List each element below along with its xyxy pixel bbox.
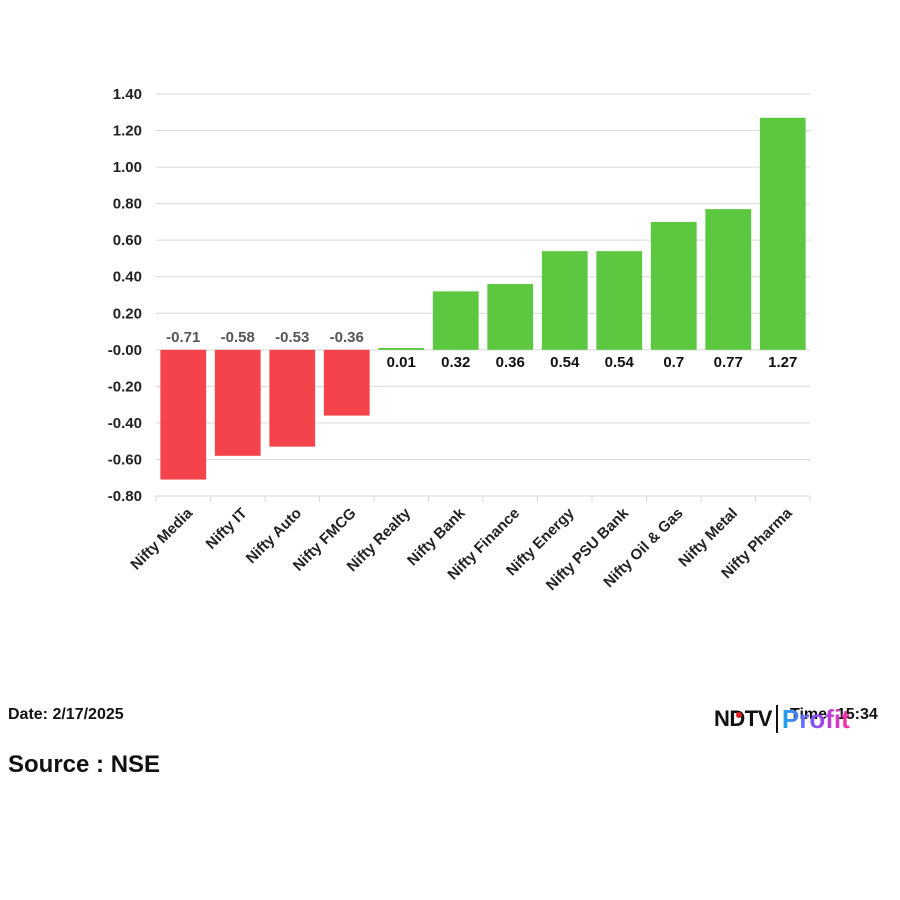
- bar-nifty-fmcg: [323, 349, 370, 416]
- logo-dot: [736, 712, 742, 718]
- bar-nifty-media: [160, 349, 207, 480]
- bar-nifty-metal: [705, 209, 752, 350]
- footer-source: Source : NSE: [8, 751, 161, 778]
- data-label: -0.53: [275, 329, 309, 346]
- data-label: 0.7: [663, 354, 684, 371]
- y-tick-label: 0.60: [113, 232, 142, 249]
- bar-nifty-pharma: [759, 117, 806, 350]
- y-axis-ticks: 1.40 1.20 1.00 0.80 0.60 0.40 0.20 -0.00 -0.20 -0…: [108, 86, 142, 505]
- data-label: 1.27: [768, 354, 797, 371]
- y-tick-label: 1.00: [113, 159, 142, 176]
- ndtv-profit-logo: NDTV Profit: [714, 702, 850, 736]
- y-tick-label: 1.20: [113, 123, 142, 140]
- y-tick-label: 1.40: [113, 86, 142, 103]
- data-label: 0.36: [496, 354, 525, 371]
- logo-brand: NDTV: [714, 706, 772, 731]
- bar-nifty-it: [214, 349, 261, 456]
- data-label: 0.54: [605, 354, 635, 371]
- bar-nifty-psu-bank: [596, 251, 643, 350]
- data-label: 0.77: [714, 354, 743, 371]
- y-tick-label: -0.20: [108, 378, 142, 395]
- bar-chart: 1.40 1.20 1.00 0.80 0.60 0.40 0.20 -0.00 -0.20 -0…: [108, 86, 811, 594]
- y-tick-label: 0.20: [113, 305, 142, 322]
- bar-nifty-realty: [378, 347, 425, 350]
- data-labels: -0.71 -0.58 -0.53 -0.36 0.01 0.32 0.36 0.54 0.54…: [166, 329, 797, 371]
- data-label: -0.71: [166, 329, 200, 346]
- category-label: Nifty Media: [127, 504, 196, 573]
- y-tick-label: 0.40: [113, 269, 142, 286]
- y-tick-label: -0.40: [108, 415, 142, 432]
- grid-lines: [155, 93, 811, 502]
- bars: [160, 117, 806, 480]
- data-label: 0.32: [441, 354, 470, 371]
- bar-nifty-oil-gas: [650, 221, 697, 350]
- footer-date: Date: 2/17/2025: [8, 706, 124, 723]
- bar-nifty-finance: [487, 284, 534, 350]
- y-tick-label: -0.80: [108, 488, 142, 505]
- data-label: -0.58: [221, 329, 255, 346]
- category-label: Nifty IT: [203, 505, 251, 553]
- y-tick-label: -0.00: [108, 342, 142, 359]
- data-label: 0.01: [387, 354, 416, 371]
- footer-time: Time: 15:34: [790, 706, 878, 723]
- y-tick-label: 0.80: [113, 196, 142, 213]
- bar-nifty-bank: [432, 291, 479, 350]
- logo-separator: [775, 705, 778, 733]
- y-tick-label: -0.60: [108, 451, 142, 468]
- data-label: 0.54: [550, 354, 580, 371]
- data-label: -0.36: [330, 329, 364, 346]
- logo-product: Profit: [781, 703, 850, 734]
- bar-nifty-energy: [541, 251, 588, 350]
- bar-nifty-auto: [269, 349, 316, 447]
